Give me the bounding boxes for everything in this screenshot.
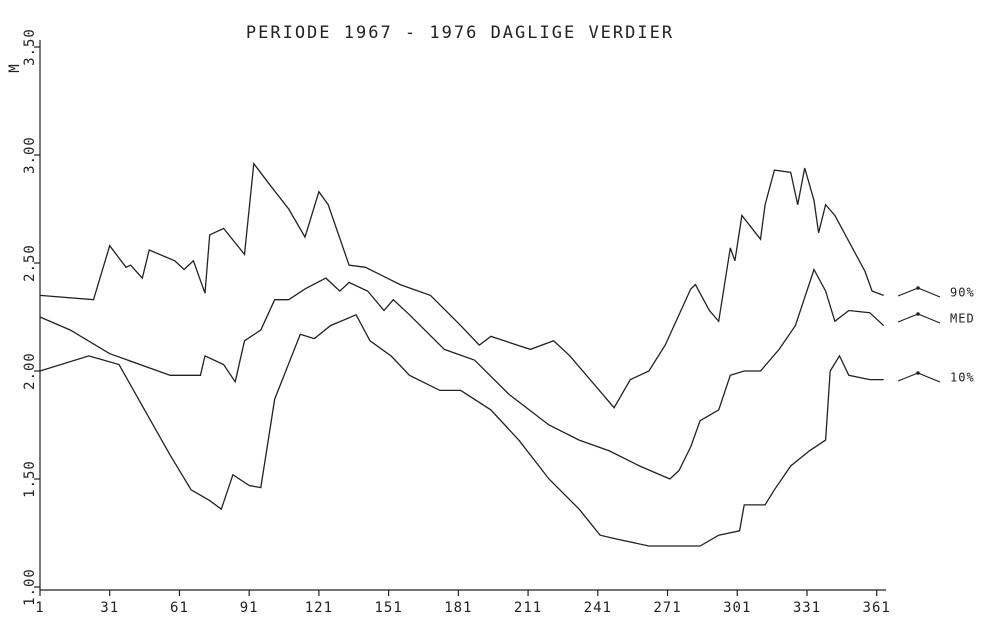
legend-dot (916, 286, 920, 290)
x-tick-label: 91 (240, 600, 259, 616)
x-tick-label: 361 (863, 600, 891, 616)
y-tick-label: 2.00 (22, 352, 38, 390)
legend-label: 90% (950, 286, 975, 300)
x-tick-label: 211 (514, 600, 542, 616)
series-line (39, 161, 884, 409)
x-tick-label: 271 (653, 600, 681, 616)
x-tick-label: 181 (444, 600, 472, 616)
legend-label: MED (950, 312, 975, 326)
series-line (39, 267, 885, 480)
x-tick-label: 1 (35, 600, 44, 616)
series-line (39, 313, 884, 547)
y-axis-label: M (7, 63, 23, 72)
x-tick-label: 331 (793, 600, 821, 616)
legend-dot (916, 312, 920, 316)
x-tick-label: 241 (584, 600, 612, 616)
y-tick-label: 2.50 (22, 244, 38, 282)
x-tick-label: 61 (170, 600, 189, 616)
x-tick-label: 121 (305, 600, 333, 616)
y-tick-label: 1.00 (22, 568, 38, 606)
x-tick-label: 31 (100, 600, 119, 616)
x-tick-label: 301 (723, 600, 751, 616)
chart-title: PERIODE 1967 - 1976 DAGLIGE VERDIER (246, 23, 674, 43)
legend-label: 10% (950, 371, 975, 385)
y-tick-label: 1.50 (22, 460, 38, 498)
legend-dot (916, 371, 920, 375)
y-tick-label: 3.00 (22, 136, 38, 174)
y-tick-label: 3.50 (22, 28, 38, 66)
x-tick-label: 151 (374, 600, 402, 616)
